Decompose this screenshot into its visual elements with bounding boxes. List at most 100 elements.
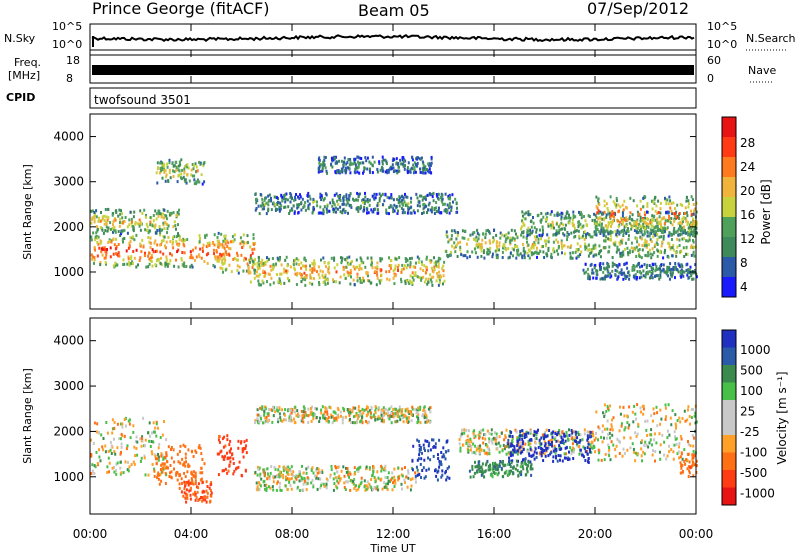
power-cell — [93, 256, 96, 259]
power-cell — [389, 266, 392, 270]
power-cell — [213, 252, 215, 256]
power-cell — [261, 197, 264, 201]
power-cell — [638, 261, 641, 265]
power-cell — [553, 213, 556, 217]
power-cell — [604, 246, 607, 250]
power-cell — [670, 202, 673, 206]
power-cell — [152, 224, 155, 228]
power-cell — [342, 163, 345, 167]
power-cell — [195, 180, 198, 184]
power-cell — [113, 229, 115, 233]
velocity-cell — [128, 465, 131, 469]
power-cell — [445, 211, 448, 215]
power-cell — [103, 246, 106, 250]
power-cell — [441, 200, 444, 204]
power-cell — [169, 240, 172, 243]
power-cell — [534, 238, 537, 242]
velocity-cell — [277, 468, 280, 472]
power-cell — [318, 211, 321, 215]
power-cell — [651, 270, 654, 274]
power-cell — [409, 280, 412, 284]
velocity-cell — [232, 472, 235, 476]
power-cell — [281, 195, 284, 199]
power-cell — [674, 265, 677, 269]
velocity-cell — [332, 477, 335, 481]
velocity-cell — [195, 496, 198, 500]
velocity-cell — [411, 405, 414, 409]
power-cell — [161, 163, 164, 167]
power-cell — [584, 245, 587, 249]
velocity-cell — [343, 408, 345, 412]
velocity-cell — [438, 465, 441, 469]
power-cell — [602, 226, 605, 230]
power-cell — [521, 256, 524, 260]
power-cell — [422, 275, 425, 279]
velocity-cell — [354, 406, 357, 410]
power-cell — [541, 225, 544, 229]
velocity-cell — [386, 488, 389, 491]
velocity-cell — [401, 467, 404, 471]
power-cell — [221, 245, 224, 249]
power-cell — [430, 207, 433, 211]
power-cell — [692, 277, 695, 281]
power-cell — [607, 221, 610, 225]
power-cell — [98, 246, 101, 250]
power-cell — [546, 233, 549, 237]
power-cell — [520, 233, 523, 237]
power-cell — [376, 208, 379, 212]
power-cell — [681, 237, 684, 241]
cpid-label: CPID — [6, 91, 35, 104]
power-cell — [363, 202, 366, 205]
power-cell — [666, 198, 669, 202]
power-cell — [395, 169, 398, 173]
power-cell — [564, 215, 567, 219]
power-cell — [507, 247, 510, 251]
power-cell — [573, 235, 576, 239]
power-cell — [454, 250, 457, 254]
power-cell — [375, 192, 378, 196]
power-cell — [561, 246, 564, 250]
power-cell — [624, 219, 627, 223]
velocity-cell — [486, 429, 489, 433]
velocity-cell — [200, 466, 203, 470]
power-cell — [134, 222, 137, 226]
velocity-cell — [196, 490, 199, 494]
power-cell — [385, 208, 388, 212]
power-cell — [638, 248, 641, 251]
velocity-cell — [276, 480, 279, 484]
power-cell — [595, 215, 598, 219]
power-cell — [198, 240, 201, 244]
velocity-cell — [523, 436, 526, 439]
velocity-cell — [201, 481, 204, 485]
power-cell — [536, 251, 539, 255]
power-cell — [597, 211, 600, 215]
power-cell — [338, 159, 340, 163]
velocity-cell — [111, 418, 114, 422]
velocity-cell — [98, 455, 101, 459]
power-cell — [591, 268, 594, 272]
velocity-cell — [377, 415, 380, 419]
velocity-cell — [583, 447, 586, 451]
power-cell — [173, 235, 176, 239]
velocity-cell — [258, 482, 261, 486]
power-cell — [322, 160, 325, 164]
power-cell — [501, 233, 503, 237]
power-cell — [524, 217, 527, 221]
velocity-cell — [159, 473, 162, 477]
power-cell — [142, 245, 145, 249]
velocity-cell — [151, 463, 154, 466]
power-cell — [312, 209, 315, 213]
velocity-cell — [422, 443, 425, 447]
power-cell — [165, 260, 168, 263]
power-cell — [450, 209, 453, 212]
velocity-cell — [540, 436, 543, 440]
power-cell — [119, 212, 122, 216]
power-cell — [306, 194, 309, 198]
velocity-cell — [258, 474, 261, 478]
power-cell — [159, 231, 162, 235]
power-cell — [97, 235, 100, 239]
power-cell — [489, 241, 492, 245]
power-cell — [157, 166, 159, 170]
velocity-cell — [285, 418, 287, 422]
power-cell — [448, 197, 451, 201]
